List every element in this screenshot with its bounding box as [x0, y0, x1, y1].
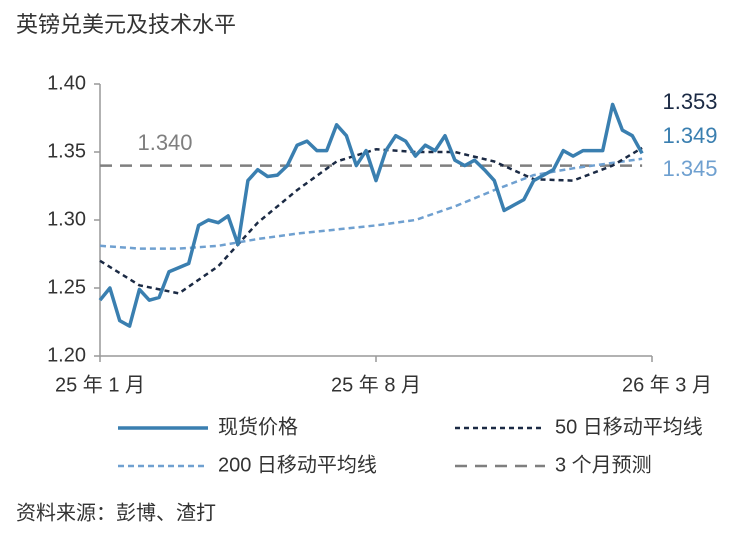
x-tick-label: 25 年 1 月	[55, 373, 145, 396]
end-label: 1.353	[662, 89, 717, 114]
series-line	[98, 102, 644, 328]
end-label: 1.345	[662, 156, 717, 181]
y-tick-label: 1.40	[47, 72, 86, 94]
y-tick-label: 1.35	[47, 140, 86, 162]
end-label: 1.340	[137, 130, 192, 155]
y-tick-label: 1.25	[47, 276, 86, 298]
legend-label: 3 个月预测	[555, 453, 652, 476]
source: 资料来源：彭博、渣打	[16, 501, 216, 524]
end-label: 1.349	[662, 123, 717, 148]
legend-label: 200 日移动平均线	[218, 453, 377, 476]
y-tick-label: 1.30	[47, 208, 86, 230]
x-tick-label: 25 年 8 月	[331, 373, 421, 396]
legend-label: 50 日移动平均线	[555, 415, 703, 438]
chart-title: 英镑兑美元及技术水平	[16, 12, 236, 37]
series-line	[99, 157, 643, 250]
x-tick-label: 26 年 3 月	[622, 373, 712, 396]
y-tick-label: 1.20	[47, 344, 86, 366]
series-line	[99, 146, 643, 295]
legend-label: 现货价格	[218, 415, 298, 438]
